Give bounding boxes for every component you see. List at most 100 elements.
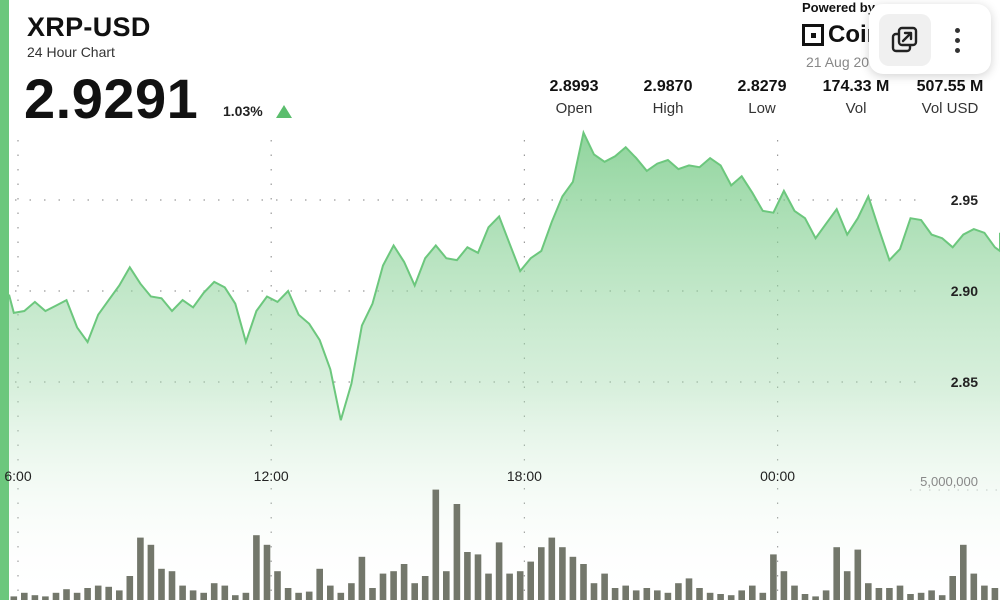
volume-bar [590, 583, 598, 600]
open-in-new-window-button[interactable] [879, 14, 931, 66]
volume-bar [749, 585, 756, 600]
volume-bar [938, 595, 946, 600]
volume-bar [411, 583, 418, 600]
volume-bar [116, 590, 123, 600]
volume-bar [991, 588, 999, 600]
price-line [8, 129, 1000, 421]
volume-bar [474, 554, 482, 600]
time-tick-label: 12:00 [254, 468, 289, 484]
volume-bar [358, 556, 366, 600]
price-tick-label: 2.90 [951, 283, 978, 299]
stat-low-label: Low [748, 100, 776, 117]
price-area [9, 132, 1000, 600]
volume-bar [168, 571, 176, 600]
volume-bar [559, 547, 566, 600]
more-vertical-icon [954, 27, 960, 33]
volume-bar [105, 586, 112, 600]
more-options-button[interactable] [941, 18, 973, 62]
volume-bar [706, 592, 714, 600]
volume-bar [970, 573, 978, 600]
volume-bar [147, 544, 155, 600]
volume-bar [854, 549, 862, 600]
volume-bar [812, 596, 819, 600]
volume-bar [379, 573, 387, 600]
volume-bar [759, 592, 767, 600]
volume-bar [400, 564, 408, 600]
volume-bar [94, 585, 102, 600]
stat-vol-usd: 507.55 M Vol USD [900, 78, 1000, 117]
time-tick-label: 18:00 [507, 468, 542, 484]
volume-bar [200, 592, 207, 600]
volume-bar [601, 573, 608, 600]
volume-bar [221, 585, 229, 600]
volume-bar [348, 583, 355, 600]
triangle-up-icon [276, 105, 292, 118]
volume-bar [73, 592, 81, 600]
volume-bar [327, 585, 334, 600]
current-price: 2.9291 [24, 67, 199, 130]
volume-bar [727, 595, 735, 600]
volume-bar [801, 594, 809, 600]
volume-bar [654, 590, 661, 600]
volume-bar [369, 588, 376, 600]
volume-bar [52, 592, 60, 600]
volume-bar [63, 589, 70, 600]
open-in-new-window-icon [891, 26, 918, 53]
powered-by-label: Powered by [802, 0, 875, 15]
stat-vol: 174.33 M Vol [806, 78, 906, 117]
chart-subtitle: 24 Hour Chart [27, 44, 115, 60]
time-tick-label: 6:00 [4, 468, 31, 484]
volume-bar [875, 588, 883, 600]
volume-tick-label: 5,000,000 [920, 474, 978, 489]
volume-bar [611, 588, 619, 600]
volume-bar [717, 594, 724, 600]
stat-open-label: Open [555, 100, 593, 117]
volume-bar [189, 590, 197, 600]
volume-bar [865, 583, 872, 600]
volume-bar [632, 590, 640, 600]
chart-date: 21 Aug 20 [806, 54, 870, 70]
price-tick-label: 2.95 [951, 192, 978, 208]
volume-bar [780, 571, 788, 600]
stat-high: 2.9870 High [618, 78, 718, 117]
stat-vol-usd-label: Vol USD [921, 100, 979, 117]
volume-bar [685, 578, 693, 600]
coindesk-logo-icon [802, 24, 824, 46]
volume-bar [274, 571, 281, 600]
volume-bar [664, 592, 672, 600]
volume-bar [284, 588, 292, 600]
volume-bar [675, 583, 682, 600]
volume-bar [390, 571, 397, 600]
volume-bar [886, 588, 893, 600]
volume-bar [843, 571, 851, 600]
volume-bar [485, 573, 492, 600]
stat-open: 2.8993 Open [524, 78, 624, 117]
volume-bar [928, 590, 935, 600]
volume-bar [516, 571, 524, 600]
volume-bar [981, 585, 988, 600]
volume-bar [538, 547, 545, 600]
volume-bar [569, 556, 577, 600]
volume-bar [232, 595, 239, 600]
volume-bar [337, 592, 345, 600]
volume-bar [210, 583, 218, 600]
volume-bar [949, 576, 956, 600]
stat-vol-label: Vol [845, 100, 867, 117]
volume-bar [158, 568, 165, 600]
volume-bar [770, 554, 777, 600]
accent-bar [0, 0, 9, 600]
volume-bar [432, 489, 440, 600]
volume-bar [960, 544, 967, 600]
volume-bar [580, 564, 587, 600]
volume-bar [295, 592, 302, 600]
price-change: 1.03% [223, 103, 263, 119]
stat-low: 2.8279 Low [712, 78, 812, 117]
stat-vol-usd-value: 507.55 M [916, 78, 984, 95]
volume-bar [263, 544, 271, 600]
volume-bar [179, 585, 186, 600]
stat-high-label: High [652, 100, 684, 117]
price-tick-label: 2.85 [951, 374, 978, 390]
volume-bar [316, 568, 323, 600]
stat-open-value: 2.8993 [549, 78, 599, 95]
